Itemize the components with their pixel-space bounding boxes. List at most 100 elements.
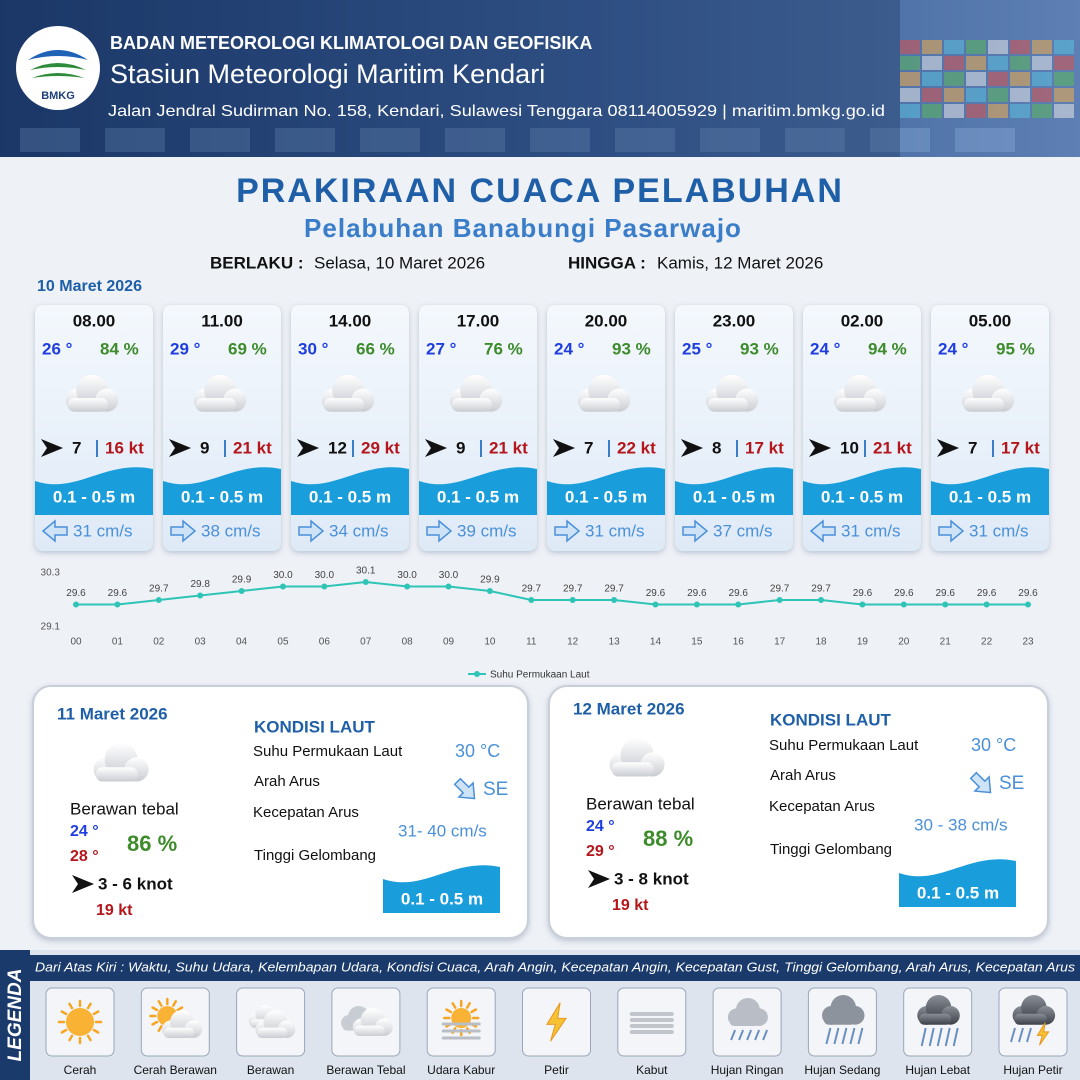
value-label: 29.6 xyxy=(894,588,914,599)
humidity: 84 % xyxy=(100,339,139,358)
cloud-part xyxy=(323,398,364,412)
legend-note: Dari Atas Kiri : Waktu, Suhu Udara, Kele… xyxy=(35,959,1076,974)
current-arrow xyxy=(938,519,965,543)
value-label: 29.6 xyxy=(1018,588,1038,599)
header-decor xyxy=(1054,72,1074,86)
x-tick-label: 18 xyxy=(815,637,827,648)
sun-ray xyxy=(445,1008,453,1014)
wind-arrow xyxy=(937,439,959,457)
cloud-part xyxy=(257,1027,288,1038)
header-decor xyxy=(105,128,165,152)
day-date: 11 Maret 2026 xyxy=(57,704,168,723)
sea-label: Arah Arus xyxy=(770,767,836,784)
value-label: 29.7 xyxy=(563,584,583,595)
value-label: 29.8 xyxy=(190,579,210,590)
humidity: 69 % xyxy=(228,339,267,358)
value-label: 29.9 xyxy=(480,575,500,586)
header-decor xyxy=(1010,72,1030,86)
x-tick-label: 03 xyxy=(195,637,207,648)
rain-drop xyxy=(754,1029,761,1041)
gust: 17 kt xyxy=(1001,438,1040,457)
wind-arrow xyxy=(553,439,575,457)
current-arrow xyxy=(554,519,581,543)
wind-arrow xyxy=(41,439,63,457)
header-overlay xyxy=(0,0,900,157)
cloud-icon xyxy=(65,375,119,412)
current-speed: 31 cm/s xyxy=(585,521,645,540)
header-decor xyxy=(988,72,1008,86)
header-decor xyxy=(1054,104,1074,118)
header-decor xyxy=(1032,104,1052,118)
cloud-part xyxy=(195,398,236,412)
x-tick-label: 11 xyxy=(526,637,537,648)
rain-drop xyxy=(746,1029,753,1041)
value-label: 29.6 xyxy=(977,588,997,599)
sea-title: KONDISI LAUT xyxy=(770,710,892,729)
gust: 17 kt xyxy=(745,438,784,457)
humidity: 66 % xyxy=(356,339,395,358)
x-tick-label: 04 xyxy=(236,637,248,648)
rain-drop xyxy=(944,1027,951,1047)
header-decor xyxy=(190,128,250,152)
air-temp: 26 ° xyxy=(42,339,73,358)
sst-point xyxy=(197,592,204,599)
temp-max: 29 ° xyxy=(586,843,615,860)
air-temp: 24 ° xyxy=(554,339,585,358)
air-temp: 24 ° xyxy=(810,339,841,358)
cloud-part xyxy=(963,398,1004,412)
x-tick-label: 14 xyxy=(650,637,662,648)
sst-point xyxy=(155,597,162,603)
header-decor xyxy=(900,72,920,86)
day-box xyxy=(32,685,529,939)
temp-min: 24 ° xyxy=(586,818,615,835)
x-tick-label: 02 xyxy=(153,637,165,648)
cloud-icon xyxy=(822,995,865,1025)
wave-height: 0.1 - 0.5 m xyxy=(401,889,483,908)
sea-label: Arah Arus xyxy=(254,773,320,790)
gust: 21 kt xyxy=(489,438,528,457)
legend-item: Hujan Lebat xyxy=(905,1063,970,1077)
sun-ray xyxy=(157,1025,163,1032)
sun-ray xyxy=(60,1028,68,1034)
sst-point xyxy=(569,597,576,603)
value-label: 30.0 xyxy=(315,570,335,581)
legend-item: Petir xyxy=(544,1063,569,1077)
header-decor xyxy=(1010,88,1030,102)
wave-height: 0.1 - 0.5 m xyxy=(821,487,903,506)
sst-point xyxy=(114,601,121,608)
day-box xyxy=(548,685,1049,939)
sst-point xyxy=(693,601,700,608)
header-decor xyxy=(988,88,1008,102)
wind-arrow xyxy=(72,875,94,893)
air-temp: 24 ° xyxy=(938,339,969,358)
wave xyxy=(931,467,1049,515)
current-arrow xyxy=(426,519,453,543)
x-tick-label: 15 xyxy=(691,637,703,648)
cloud-part xyxy=(611,762,654,777)
header-decor xyxy=(922,72,942,86)
current-speed: 34 cm/s xyxy=(329,521,389,540)
value-label: 30.1 xyxy=(356,566,376,577)
header-decor xyxy=(966,56,986,70)
sst-point xyxy=(486,588,493,594)
bolt xyxy=(1036,1022,1050,1046)
value-label: 29.6 xyxy=(935,588,955,599)
org-name: BADAN METEOROLOGI KLIMATOLOGI DAN GEOFIS… xyxy=(110,33,592,53)
header-decor xyxy=(966,104,986,118)
rain-drop xyxy=(928,1027,935,1047)
wind-speed: 10 xyxy=(840,438,859,457)
cloud-part xyxy=(579,398,620,412)
cloud-icon xyxy=(833,375,887,412)
cloud-icon xyxy=(1012,995,1056,1025)
rain-drop xyxy=(849,1027,856,1045)
station-name: Stasiun Meteorologi Maritim Kendari xyxy=(110,59,545,89)
current-arrow xyxy=(682,519,709,543)
temp-min: 24 ° xyxy=(70,823,99,840)
sst-point xyxy=(859,601,866,608)
x-tick-label: 17 xyxy=(774,637,786,648)
sun-ray xyxy=(451,1002,457,1009)
legend-item: Hujan Ringan xyxy=(711,1063,784,1077)
header-decor xyxy=(900,40,920,54)
cloud-icon xyxy=(917,995,960,1025)
wind-speed: 9 xyxy=(200,438,209,457)
